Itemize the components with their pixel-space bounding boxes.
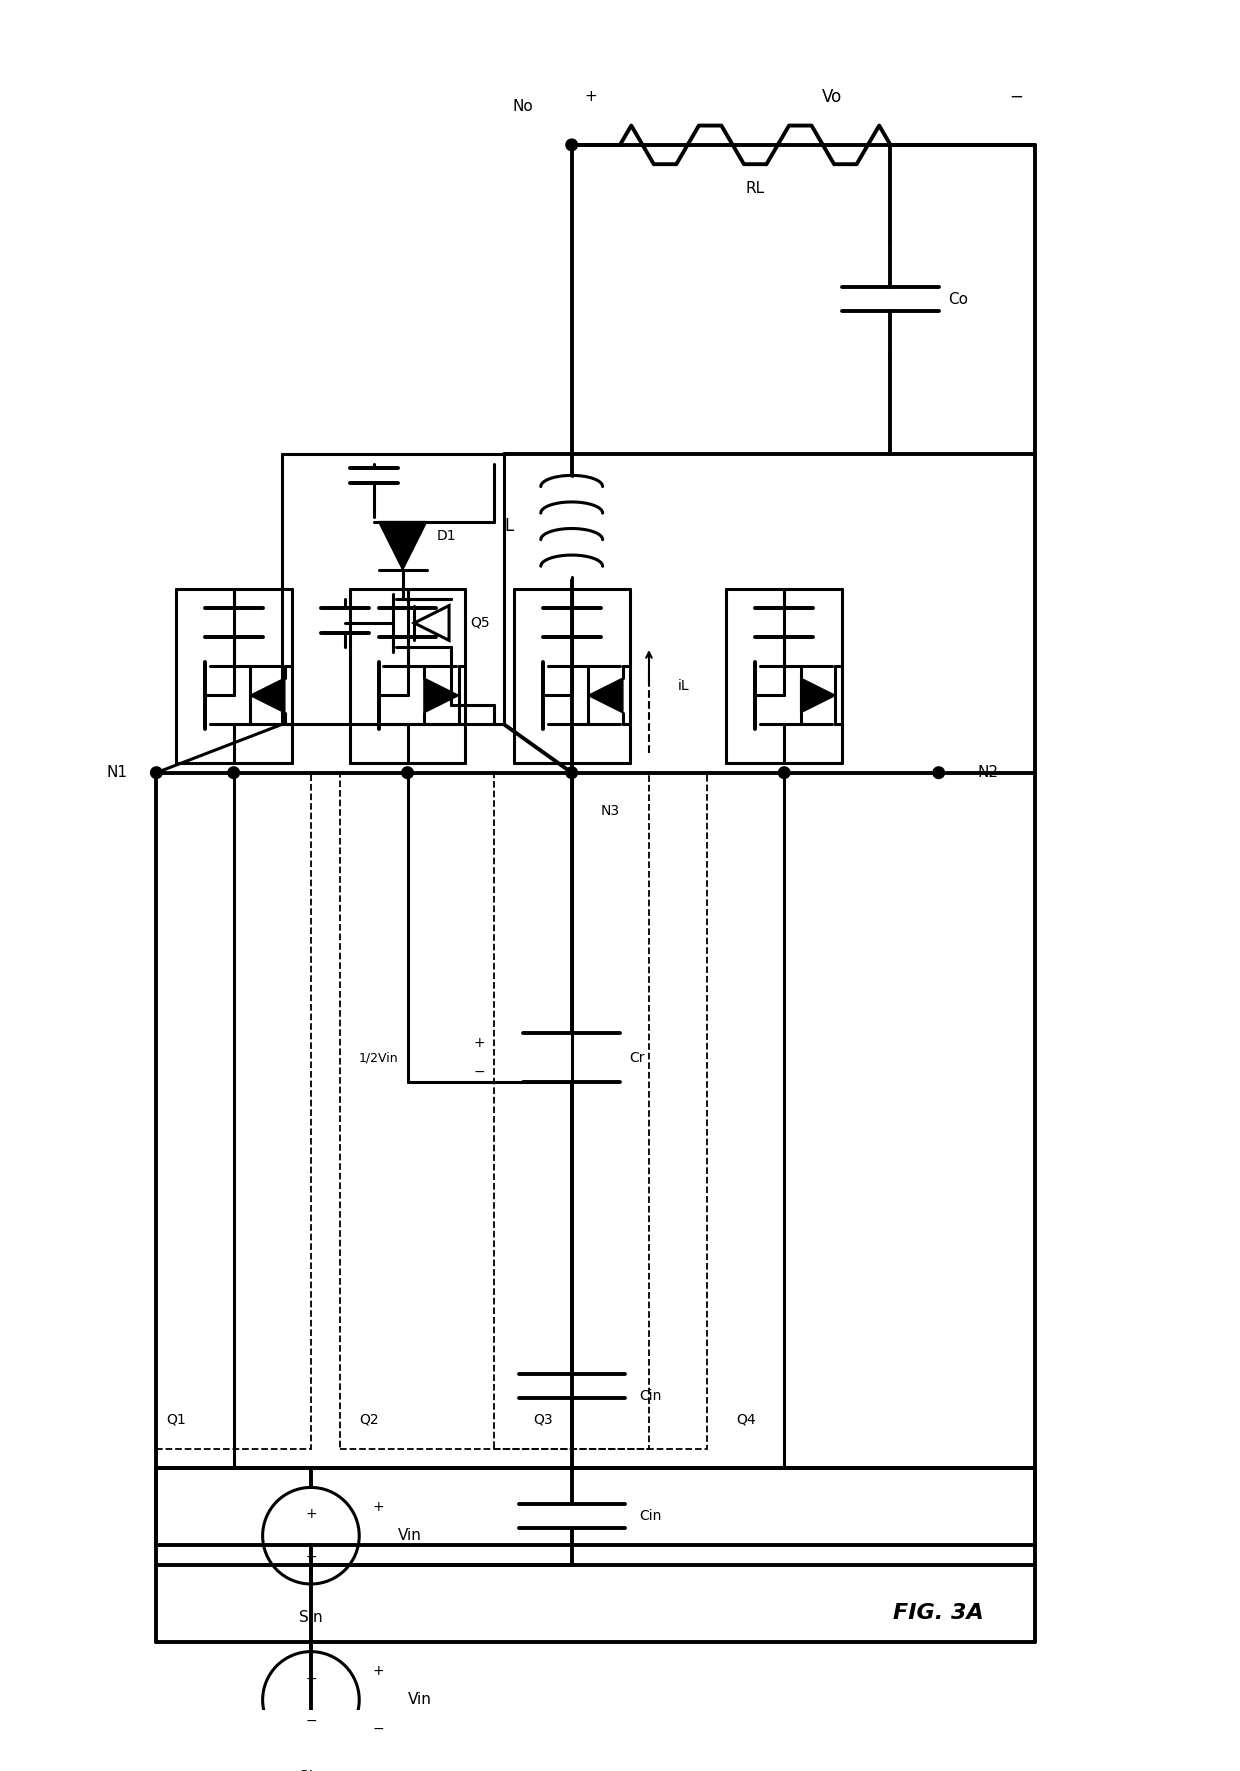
Text: N3: N3 bbox=[600, 804, 620, 818]
Text: Cr: Cr bbox=[630, 1050, 645, 1064]
Text: +: + bbox=[305, 1672, 316, 1686]
Text: +: + bbox=[373, 1500, 384, 1514]
Text: No: No bbox=[512, 99, 533, 113]
Text: +: + bbox=[305, 1507, 316, 1521]
Polygon shape bbox=[378, 522, 427, 570]
Text: −: − bbox=[305, 1714, 316, 1728]
Text: −: − bbox=[1009, 87, 1023, 106]
Circle shape bbox=[932, 767, 945, 779]
Circle shape bbox=[228, 767, 239, 779]
Text: −: − bbox=[305, 1550, 316, 1564]
Text: Cin: Cin bbox=[640, 1509, 662, 1523]
Text: RL: RL bbox=[745, 181, 765, 197]
Polygon shape bbox=[588, 678, 622, 712]
Text: +: + bbox=[474, 1036, 485, 1050]
Text: Sin: Sin bbox=[299, 1610, 322, 1626]
Text: Vo: Vo bbox=[822, 87, 843, 106]
Polygon shape bbox=[250, 678, 285, 712]
Text: Co: Co bbox=[949, 292, 968, 306]
Text: Q3: Q3 bbox=[533, 1413, 553, 1427]
Text: Cin: Cin bbox=[640, 1388, 662, 1403]
Text: +: + bbox=[373, 1665, 384, 1677]
Circle shape bbox=[565, 767, 578, 779]
Text: iL: iL bbox=[678, 678, 689, 692]
Text: −: − bbox=[373, 1721, 384, 1736]
Text: D1: D1 bbox=[436, 530, 456, 544]
Text: +: + bbox=[584, 89, 598, 104]
Text: −: − bbox=[373, 1558, 384, 1571]
Text: Vin: Vin bbox=[398, 1528, 422, 1543]
Circle shape bbox=[402, 767, 413, 779]
Polygon shape bbox=[801, 678, 836, 712]
Text: L: L bbox=[505, 517, 513, 535]
Text: Q5: Q5 bbox=[470, 616, 490, 630]
Text: Q1: Q1 bbox=[166, 1413, 186, 1427]
Text: Vin: Vin bbox=[408, 1693, 432, 1707]
Text: Q4: Q4 bbox=[735, 1413, 755, 1427]
Text: FIG. 3A: FIG. 3A bbox=[893, 1603, 985, 1622]
Text: N1: N1 bbox=[107, 765, 128, 781]
Text: 1/2Vin: 1/2Vin bbox=[358, 1052, 398, 1064]
Text: N2: N2 bbox=[977, 765, 998, 781]
Circle shape bbox=[779, 767, 790, 779]
Circle shape bbox=[565, 140, 578, 151]
Text: Q2: Q2 bbox=[360, 1413, 379, 1427]
Text: −: − bbox=[474, 1064, 485, 1079]
Circle shape bbox=[150, 767, 162, 779]
Polygon shape bbox=[424, 678, 459, 712]
